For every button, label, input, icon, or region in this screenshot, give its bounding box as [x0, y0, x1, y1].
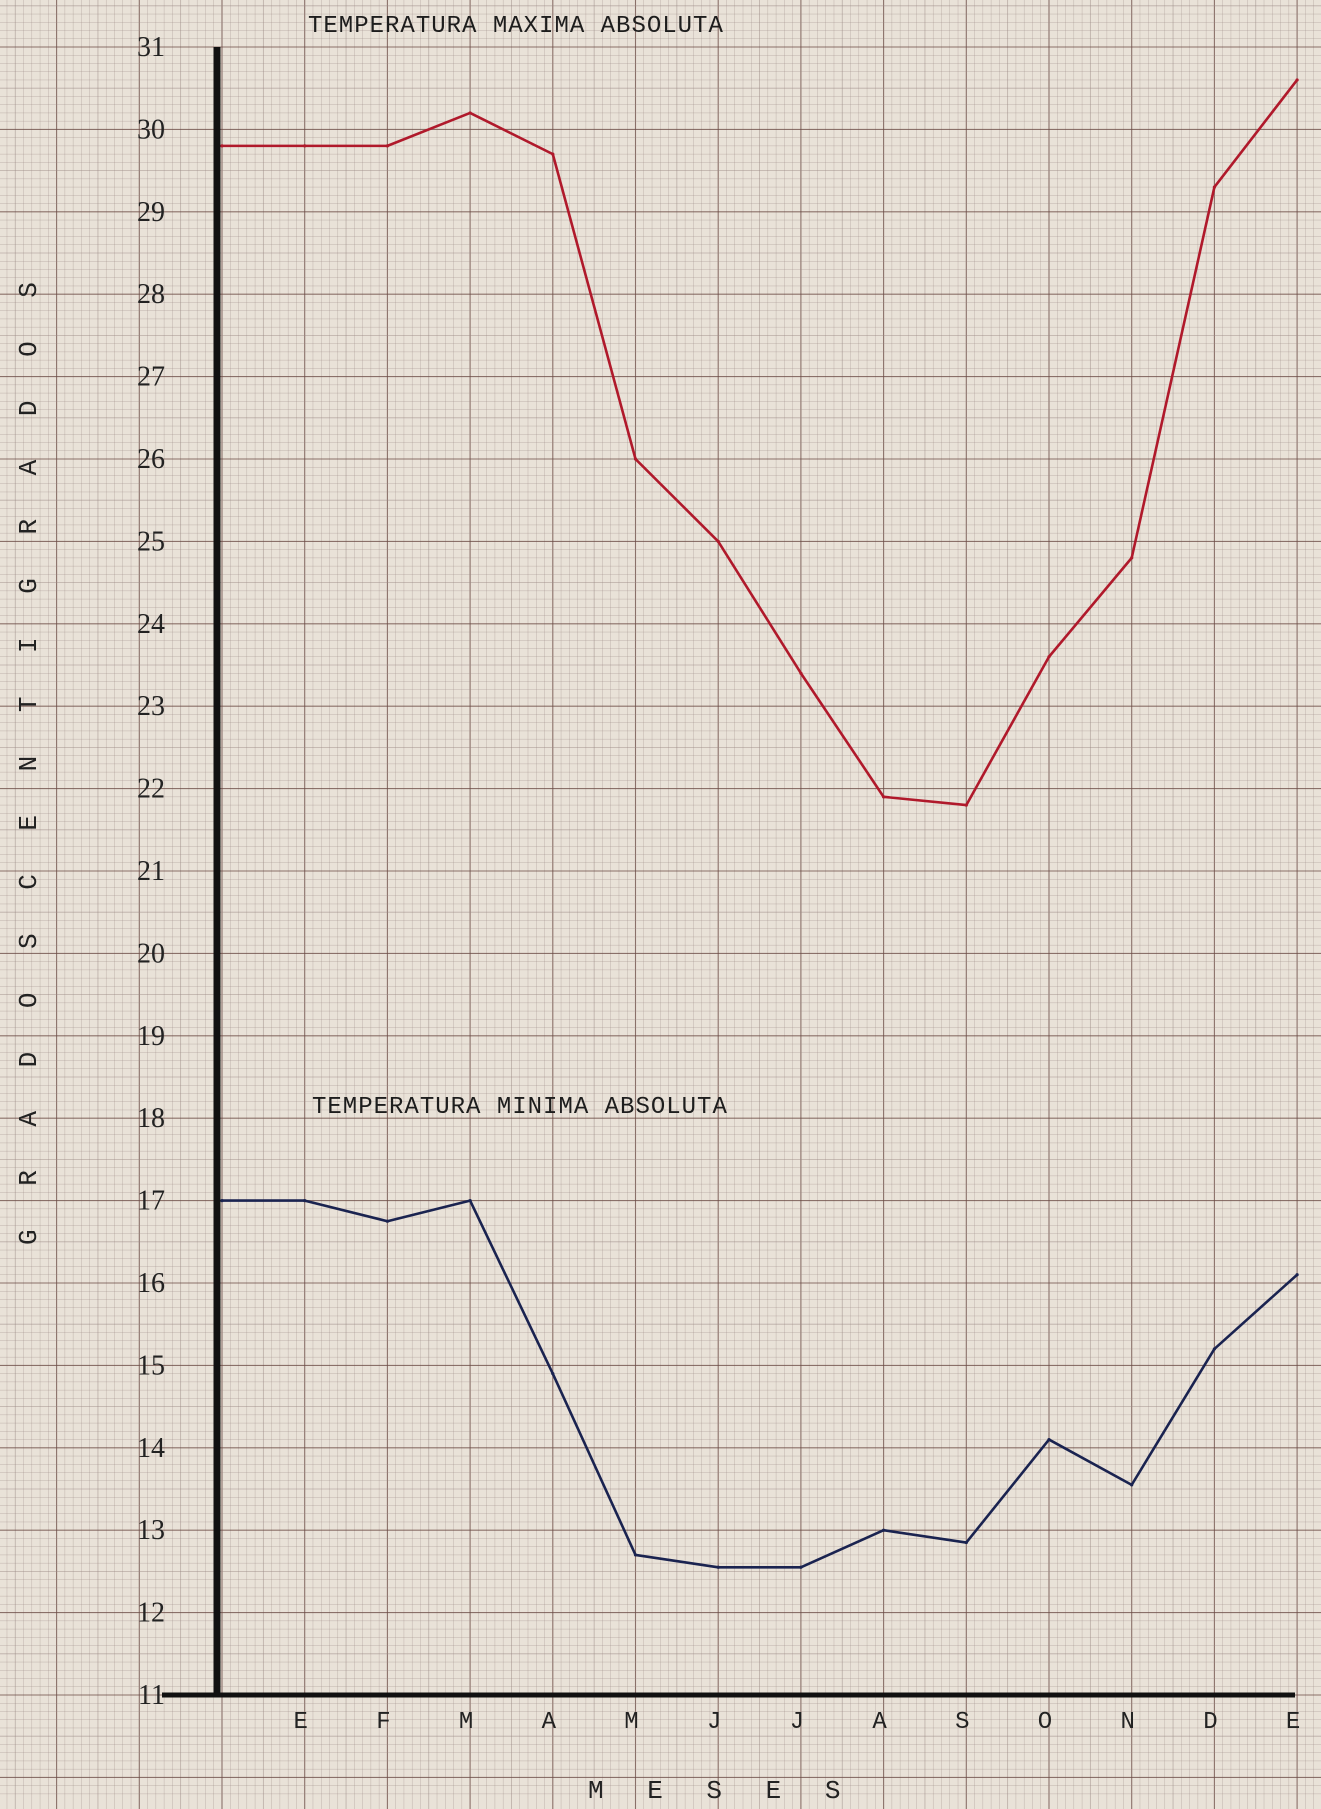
y-tick-label: 29 [137, 197, 165, 228]
y-tick-label: 16 [137, 1268, 165, 1299]
x-tick-label: D [1203, 1709, 1217, 1736]
x-tick-label: A [542, 1709, 557, 1736]
x-tick-label: A [872, 1709, 887, 1736]
data-point-min [220, 1199, 224, 1203]
data-point-min [1295, 1273, 1299, 1277]
data-point-min [1212, 1347, 1216, 1351]
x-tick-label: N [1120, 1709, 1134, 1736]
data-point-max [1130, 556, 1134, 560]
data-point-min [882, 1528, 886, 1532]
data-point-max [1212, 185, 1216, 189]
x-axis-label: M E S E S [588, 1776, 854, 1806]
y-tick-label: 27 [137, 362, 165, 393]
data-point-max [633, 457, 638, 461]
x-tick-label: M [624, 1709, 638, 1736]
x-tick-label: S [955, 1709, 969, 1736]
x-tick-label: M [459, 1709, 473, 1736]
y-tick-label: 13 [137, 1515, 165, 1546]
x-tick-label: J [707, 1709, 721, 1736]
y-tick-label: 23 [137, 691, 165, 722]
x-tick-label: J [790, 1709, 804, 1736]
series-lines [220, 78, 1299, 1569]
data-point-min [964, 1540, 968, 1545]
y-tick-label: 18 [137, 1103, 165, 1134]
data-point-min [385, 1219, 389, 1223]
y-tick-label: 19 [137, 1021, 165, 1052]
data-point-max [964, 803, 968, 807]
data-point-max [468, 111, 472, 115]
x-tick-label: E [1286, 1709, 1300, 1736]
chart-text: TEMPERATURA MAXIMA ABSOLUTA TEMPERATURA … [14, 13, 1300, 1806]
y-tick-label: 20 [137, 938, 165, 969]
y-tick-label: 12 [137, 1598, 165, 1629]
title-min: TEMPERATURA MINIMA ABSOLUTA [312, 1094, 728, 1121]
data-point-min [716, 1565, 720, 1569]
data-point-min [551, 1372, 555, 1376]
y-tick-label: 14 [137, 1433, 165, 1464]
x-tick-label: O [1038, 1709, 1052, 1736]
series-line-min [220, 1199, 1299, 1569]
data-point-max [303, 144, 307, 148]
data-point-min [1047, 1437, 1051, 1442]
x-tick-label: E [293, 1709, 307, 1736]
data-point-min [799, 1565, 803, 1569]
y-tick-label: 11 [138, 1680, 165, 1711]
y-tick-label: 22 [137, 774, 165, 805]
axes [162, 47, 1295, 1698]
y-tick-label: 31 [137, 32, 165, 63]
data-point-max [551, 152, 555, 156]
data-point-min [303, 1199, 307, 1203]
y-tick-label: 17 [137, 1186, 165, 1217]
y-tick-label: 30 [137, 114, 165, 145]
data-point-max [799, 671, 803, 675]
data-point-min [468, 1199, 472, 1203]
y-tick-label: 25 [137, 526, 165, 557]
y-tick-label: 28 [137, 279, 165, 310]
data-point-min [1130, 1483, 1134, 1487]
data-point-max [385, 144, 389, 148]
data-point-max [1295, 78, 1299, 82]
data-point-min [633, 1553, 638, 1557]
title-max: TEMPERATURA MAXIMA ABSOLUTA [308, 13, 724, 40]
data-point-max [1047, 655, 1051, 659]
data-point-max [882, 795, 886, 799]
y-tick-label: 15 [137, 1350, 165, 1381]
y-tick-label: 24 [137, 609, 165, 640]
data-point-max [220, 144, 224, 148]
y-tick-label: 26 [137, 444, 165, 475]
x-tick-label: F [376, 1709, 390, 1736]
y-tick-label: 21 [137, 856, 165, 887]
data-point-max [716, 539, 720, 544]
series-line-max [220, 78, 1299, 807]
y-axis-label: G R A D O S C E N T I G R A D O S [14, 268, 44, 1245]
